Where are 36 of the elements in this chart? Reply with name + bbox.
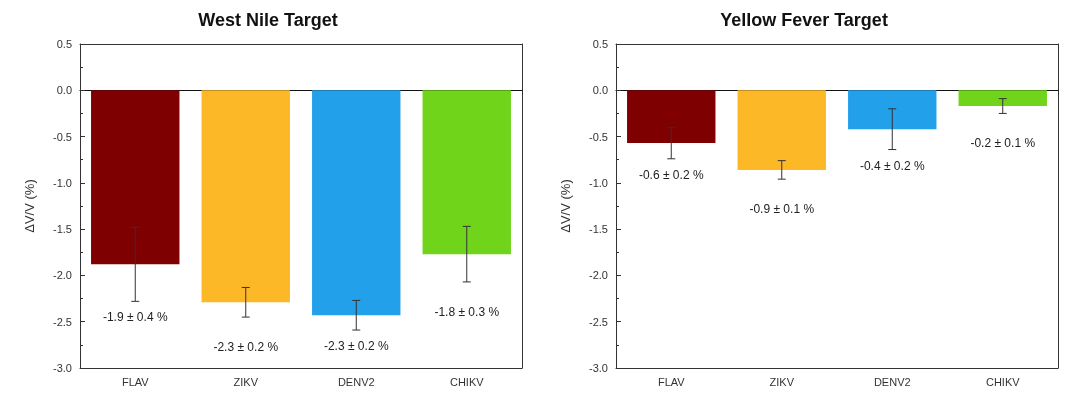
x-tick-label: FLAV	[121, 375, 150, 388]
annotation: -1.8 ± 0.3 %	[434, 304, 500, 319]
y-tick-label: -1.0	[589, 176, 608, 189]
annotation: -0.6 ± 0.2 %	[638, 167, 704, 182]
y-tick-label: -2.5	[589, 315, 608, 328]
x-tick-label: CHIKV	[985, 375, 1021, 388]
y-tick-label: -2.0	[589, 269, 608, 282]
chart-title: Yellow Fever Target	[720, 10, 888, 30]
annotation: -0.9 ± 0.1 %	[749, 202, 815, 217]
x-tick-label: ZIKV	[233, 375, 259, 388]
y-tick-label: -1.5	[589, 223, 608, 236]
chart-title: West Nile Target	[198, 10, 338, 30]
y-tick-label: 0.0	[592, 84, 608, 97]
y-tick-label: -2.0	[53, 269, 72, 282]
annotation: -0.4 ± 0.2 %	[859, 158, 925, 173]
x-tick-label: FLAV	[657, 375, 686, 388]
x-tick-label: CHIKV	[449, 375, 485, 388]
annotation: -0.2 ± 0.1 %	[970, 136, 1036, 151]
y-tick-label: 0.5	[56, 38, 72, 50]
annotation: -1.9 ± 0.4 %	[102, 310, 168, 325]
x-tick-label: DENV2	[873, 375, 911, 388]
y-tick-label: -1.0	[53, 176, 72, 189]
x-tick-label: ZIKV	[769, 375, 795, 388]
y-tick-label: -3.0	[589, 362, 608, 374]
y-tick-label: 0.5	[592, 38, 608, 50]
x-tick-label: DENV2	[337, 375, 375, 388]
y-tick-label: -3.0	[53, 362, 72, 374]
y-tick-label: -0.5	[53, 130, 72, 143]
y-axis-title: ΔV/V (%)	[22, 179, 37, 233]
y-tick-label: -1.5	[53, 223, 72, 236]
y-tick-label: -2.5	[53, 315, 72, 328]
y-tick-label: -0.5	[589, 130, 608, 143]
y-tick-label: 0.0	[56, 84, 72, 97]
annotation: -2.3 ± 0.2 %	[323, 339, 389, 354]
annotation: -2.3 ± 0.2 %	[213, 340, 279, 355]
y-axis-title: ΔV/V (%)	[558, 179, 573, 233]
